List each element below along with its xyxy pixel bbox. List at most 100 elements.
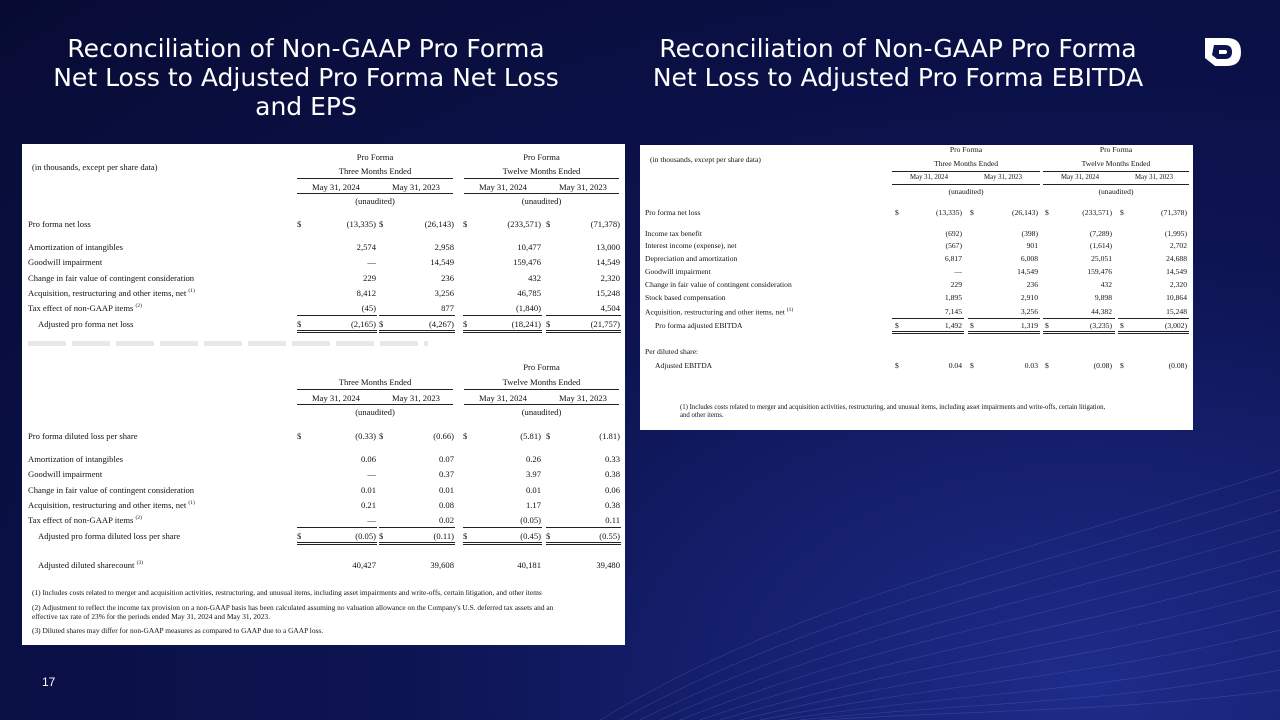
dollar-sign: $ (895, 361, 899, 370)
brand-logo-icon (1205, 38, 1241, 66)
row-label: Adjusted pro forma diluted loss per shar… (38, 531, 181, 541)
table-cell: (3,235) (1089, 321, 1112, 330)
date-header: May 31, 2024 (312, 393, 360, 403)
twelve-months-header: Twelve Months Ended (502, 166, 581, 176)
row-label: Acquisition, restructuring and other ite… (645, 307, 794, 317)
table-cell: — (954, 267, 962, 276)
table-cell: 0.37 (438, 469, 454, 479)
footnote: (1) Includes costs related to merger and… (680, 404, 1106, 411)
row-label: Income tax benefit (645, 229, 702, 238)
table-cell: 2,702 (1169, 241, 1187, 250)
dollar-sign: $ (970, 361, 974, 370)
pro-forma-header: Pro Forma (356, 152, 394, 162)
footnote-marker: (1) (188, 500, 195, 507)
dollar-sign: $ (463, 531, 468, 541)
table-cell: (4,267) (428, 319, 454, 329)
row-label: Adjusted pro forma net loss (38, 319, 134, 329)
date-header: May 31, 2023 (984, 174, 1022, 181)
table-cell: 0.03 (1024, 361, 1038, 370)
date-header: May 31, 2024 (312, 182, 360, 192)
footnote: and other items. (680, 412, 724, 419)
table-cell: (26,143) (424, 219, 454, 229)
table-cell: (3,002) (1164, 321, 1187, 330)
table-cell: (0.45) (520, 531, 541, 541)
table-cell: 2,574 (356, 242, 376, 252)
table-cell: (233,571) (1082, 208, 1112, 217)
table-cell: (13,335) (346, 219, 376, 229)
table-cell: 159,476 (1087, 267, 1112, 276)
table-cell: (26,143) (1012, 208, 1038, 217)
table-cell: 13,000 (596, 242, 620, 252)
table-cell: 14,549 (1166, 267, 1187, 276)
dollar-sign: $ (1045, 321, 1049, 330)
net-loss-eps-reconciliation-panel: (in thousands, except per share data) Pr… (22, 144, 625, 645)
table-cell: 39,480 (596, 560, 620, 570)
dollar-sign: $ (1120, 321, 1124, 330)
table-cell: (0.05) (355, 531, 376, 541)
twelve-months-header: Twelve Months Ended (1081, 159, 1151, 168)
table-cell: 14,549 (596, 257, 620, 267)
row-label: Tax effect of non-GAAP items (2) (28, 515, 142, 525)
table-cell: 0.06 (604, 485, 620, 495)
date-header: May 31, 2023 (392, 182, 440, 192)
units-note: (in thousands, except per share data) (650, 155, 761, 164)
table-cell: 44,382 (1091, 307, 1112, 316)
dollar-sign: $ (379, 319, 384, 329)
table-cell: 229 (950, 280, 962, 289)
right-slide-title: Reconciliation of Non-GAAP Pro Forma Net… (652, 34, 1144, 92)
table-cell: 0.11 (605, 515, 620, 525)
table-cell: 10,864 (1166, 293, 1187, 302)
table-cell: (1,995) (1164, 229, 1187, 238)
dollar-sign: $ (546, 431, 551, 441)
dollar-sign: $ (970, 208, 974, 217)
table-cell: 40,427 (352, 560, 376, 570)
date-header: May 31, 2023 (559, 182, 607, 192)
dollar-sign: $ (546, 531, 551, 541)
dollar-sign: $ (895, 321, 899, 330)
dollar-sign: $ (546, 219, 551, 229)
three-months-header: Three Months Ended (338, 377, 412, 387)
table-cell: (398) (1021, 229, 1038, 238)
table-cell: 229 (363, 273, 376, 283)
table-cell: 2,958 (434, 242, 454, 252)
table-cell: (1,614) (1089, 241, 1112, 250)
table-cell: 3,256 (434, 288, 454, 298)
unaudited-label: (unaudited) (355, 407, 395, 417)
unaudited-label: (unaudited) (521, 407, 562, 417)
table-cell: 6,817 (944, 254, 962, 263)
table-cell: — (367, 469, 376, 479)
table-cell: (13,335) (936, 208, 962, 217)
table-cell: 1.17 (525, 500, 541, 510)
table-cell: 14,549 (430, 257, 454, 267)
table-cell: 15,248 (596, 288, 620, 298)
dollar-sign: $ (1120, 208, 1124, 217)
dollar-sign: $ (895, 208, 899, 217)
table-cell: (567) (945, 241, 962, 250)
pro-forma-header: Pro Forma (523, 362, 560, 372)
footnote: (3) Diluted shares may differ for non-GA… (32, 626, 324, 635)
table-cell: (233,571) (507, 219, 541, 229)
table-cell: 0.04 (948, 361, 962, 370)
table-cell: 901 (1026, 241, 1038, 250)
table-cell: 0.06 (360, 454, 376, 464)
unaudited-label: (unaudited) (948, 187, 984, 196)
dollar-sign: $ (546, 319, 551, 329)
dollar-sign: $ (297, 431, 302, 441)
row-label: Change in fair value of contingent consi… (28, 485, 195, 495)
dollar-sign: $ (297, 319, 302, 329)
pro-forma-header: Pro Forma (1099, 145, 1133, 154)
footnote: effective tax rate of 23% for the period… (32, 612, 270, 621)
footnote: (1) Includes costs related to merger and… (32, 588, 542, 597)
footnote-marker: (1) (188, 288, 195, 295)
date-header: May 31, 2023 (392, 393, 440, 403)
table-cell: 432 (528, 273, 541, 283)
table-cell: 39,608 (430, 560, 454, 570)
table-cell: 0.01 (438, 485, 454, 495)
dollar-sign: $ (379, 219, 384, 229)
table-cell: 0.38 (604, 500, 620, 510)
table-cell: 24,688 (1166, 254, 1187, 263)
unaudited-label: (unaudited) (1098, 187, 1134, 196)
dollar-sign: $ (1120, 361, 1124, 370)
dollar-sign: $ (297, 219, 302, 229)
table-cell: 0.02 (438, 515, 454, 525)
